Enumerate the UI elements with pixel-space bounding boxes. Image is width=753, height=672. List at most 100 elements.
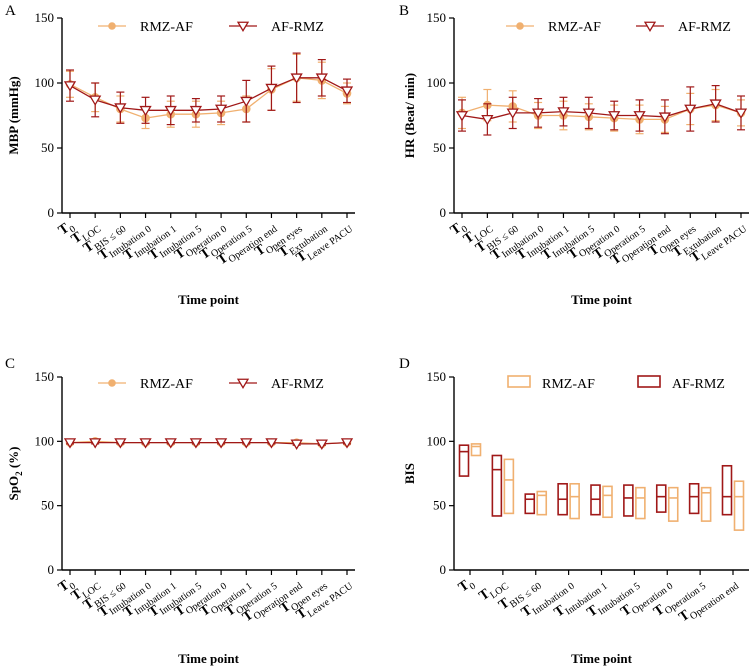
data-point [290, 73, 303, 84]
series-line [69, 77, 348, 119]
legend: AF-RMZ RMZ-AF [507, 375, 725, 392]
data-point [340, 86, 354, 97]
panel-letter: A [5, 3, 16, 19]
y-tick-label: 0 [440, 562, 447, 577]
range-bar [503, 458, 515, 515]
data-point [481, 115, 494, 126]
legend-label: AF-RMZ [678, 20, 731, 35]
data-point [315, 73, 328, 84]
legend-marker [507, 375, 531, 388]
legend-marker [637, 375, 661, 388]
y-axis-label-main: HR (Beat/ min) [402, 73, 417, 158]
y-axis-label-main: SpO [6, 476, 21, 501]
series-af-rmz [63, 52, 354, 126]
x-tick-label-sub: 0 [68, 224, 78, 236]
data-point [240, 96, 253, 108]
y-axis-label-main: MBP (mmHg) [6, 76, 21, 154]
y-tick-label: 50 [41, 498, 54, 513]
legend-marker [108, 379, 116, 387]
data-point [734, 108, 748, 119]
y-tick-label: 150 [35, 10, 55, 25]
y-axis-label-sub: 2 [14, 471, 24, 476]
data-point [214, 104, 228, 116]
legend-label: AF-RMZ [672, 377, 725, 392]
legend-marker [108, 22, 116, 30]
y-axis-label: SpO2 (%) [6, 447, 24, 501]
y-tick-label: 0 [440, 205, 447, 220]
data-point [557, 107, 570, 118]
y-tick-label: 100 [427, 75, 447, 90]
data-point [658, 112, 672, 123]
series-af-rmz [63, 438, 354, 450]
series-rmz-af [457, 88, 746, 135]
x-tick-label-sub: 0 [468, 581, 478, 593]
x-axis-label: Time point [178, 292, 239, 307]
range-bar [688, 482, 700, 515]
data-point [608, 111, 621, 122]
legend-marker [516, 22, 524, 30]
y-tick-label: 100 [427, 433, 447, 448]
legend: RMZ-AF AF-RMZ [98, 377, 324, 392]
data-point [89, 438, 102, 449]
data-point [189, 105, 203, 117]
y-axis-label: MBP (mmHg) [6, 76, 21, 154]
legend-marker [236, 378, 250, 390]
data-point [455, 111, 469, 122]
y-tick-label: 150 [427, 10, 447, 25]
series-line [69, 77, 348, 111]
range-bar [569, 482, 580, 520]
data-point [189, 438, 203, 449]
y-tick-label: 50 [433, 498, 446, 513]
x-tick-label: T0 [456, 575, 478, 598]
data-point [164, 105, 177, 117]
panel-letter: D [399, 356, 410, 372]
x-tick-label-sub: 0 [460, 224, 470, 236]
data-point [340, 438, 354, 449]
series-rmz-af [470, 443, 745, 531]
y-axis-label-main: BIS [402, 463, 417, 484]
data-point [214, 438, 228, 449]
range-bar [667, 486, 679, 522]
range-bar [536, 490, 548, 516]
data-point [684, 104, 697, 116]
x-axis-label: Time point [571, 292, 632, 307]
range-bar [524, 493, 536, 515]
data-point [89, 95, 102, 106]
data-point [290, 439, 303, 450]
data-point [114, 438, 127, 449]
data-point [139, 105, 152, 117]
data-point [164, 438, 177, 449]
data-point [506, 108, 519, 119]
y-axis-label: HR (Beat/ min) [402, 73, 417, 158]
series-line [461, 103, 742, 121]
y-tick-label: 150 [35, 369, 55, 384]
range-bar [721, 464, 733, 516]
legend-marker [643, 21, 657, 33]
y-tick-label: 50 [433, 140, 446, 155]
data-point [315, 439, 328, 450]
data-point [240, 438, 253, 449]
range-bar [655, 484, 667, 513]
data-point [139, 438, 152, 449]
y-tick-label: 0 [48, 562, 55, 577]
range-bar [458, 444, 470, 477]
series-af-rmz [455, 84, 748, 136]
legend-label: RMZ-AF [140, 377, 193, 392]
data-point [531, 108, 545, 119]
range-bar [602, 485, 613, 519]
x-axis-label: Time point [178, 651, 239, 666]
x-tick-label-sub: 0 [68, 581, 78, 593]
y-axis-label: BIS [402, 463, 417, 484]
legend-label: RMZ-AF [542, 377, 595, 392]
y-axis-label-tail: (%) [6, 447, 21, 472]
data-point [63, 81, 77, 92]
series-af-rmz [458, 444, 733, 517]
y-tick-label: 100 [35, 433, 55, 448]
range-bar [623, 484, 634, 517]
series-rmz-af [65, 53, 352, 130]
